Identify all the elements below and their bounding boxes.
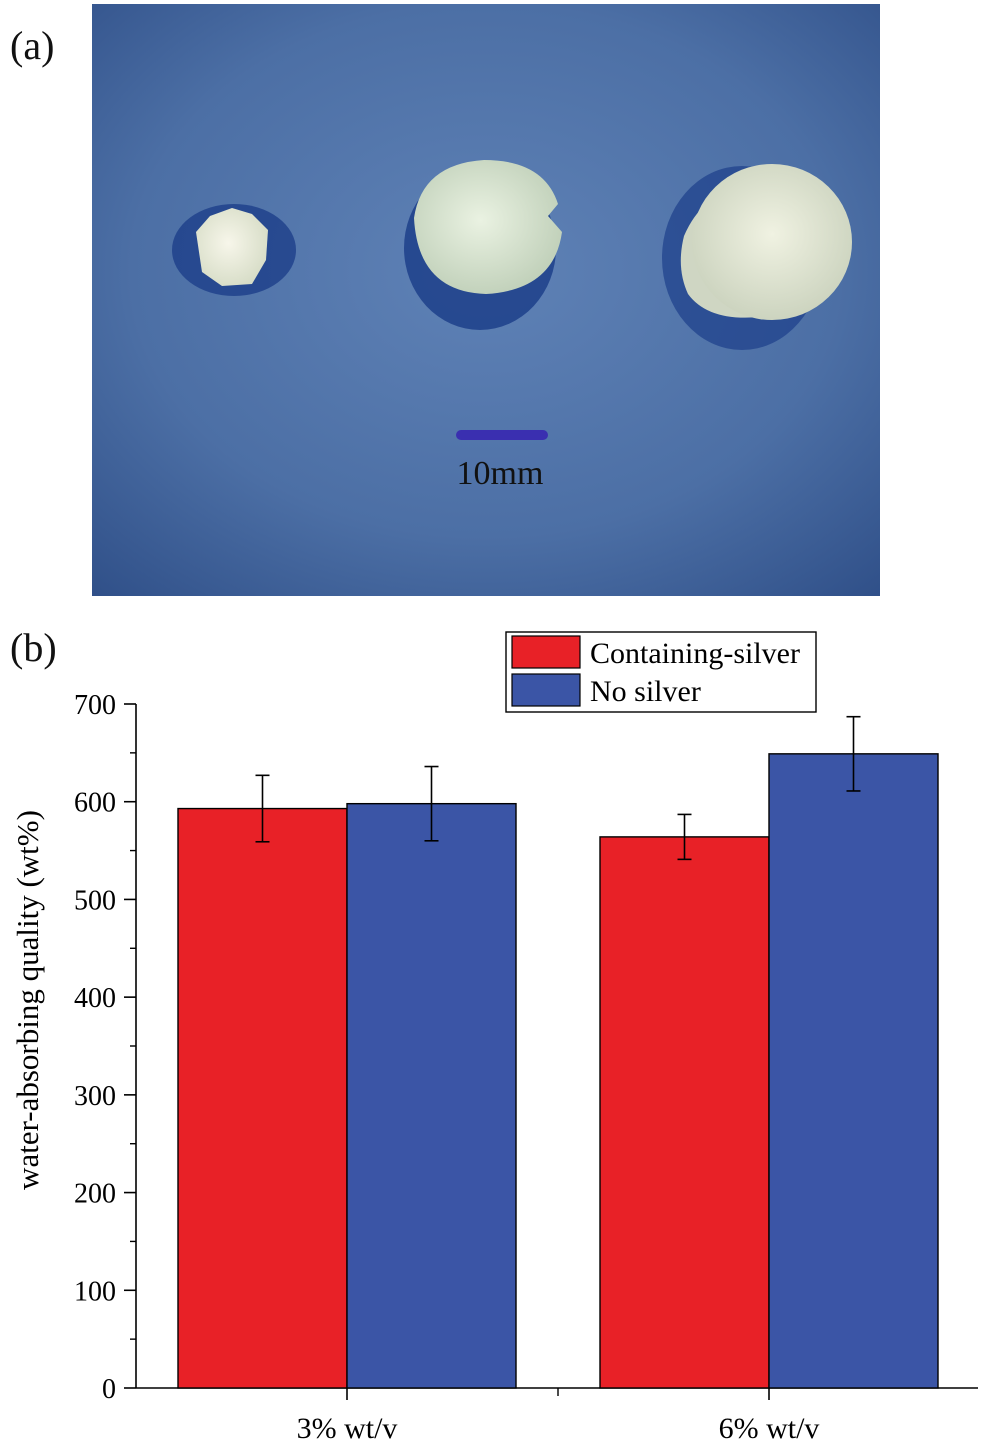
sample-large: [662, 164, 852, 350]
legend-label-no-silver: No silver: [590, 675, 701, 708]
legend-swatch-no-silver: [511, 673, 581, 707]
chart-legend: Containing-silver No silver: [505, 631, 817, 713]
y-tick-label: 600: [74, 788, 116, 819]
bar-no-silver-1: [346, 802, 517, 1389]
y-tick-label: 0: [102, 1374, 116, 1405]
chart-bars: [177, 715, 939, 1389]
scale-bar-label: 10mm: [457, 455, 544, 492]
y-tick-label: 100: [74, 1276, 116, 1307]
x-tick-label: 6% wt/v: [719, 1412, 820, 1445]
sample-medium: [404, 160, 562, 330]
panel-a-label: (a): [10, 23, 55, 68]
y-tick-label: 200: [74, 1179, 116, 1210]
y-tick-label: 700: [74, 690, 116, 721]
sample-small: [172, 204, 296, 296]
scale-bar: [456, 430, 548, 440]
y-axis-label: water-absorbing quality (wt%): [10, 810, 45, 1190]
y-tick-label: 300: [74, 1081, 116, 1112]
bar-containing-silver-2: [599, 836, 770, 1389]
y-tick-label: 400: [74, 983, 116, 1014]
x-tick-label: 3% wt/v: [297, 1412, 398, 1445]
sample-photo: 10mm: [92, 4, 880, 596]
y-tick-label: 500: [74, 885, 116, 916]
panel-b-label: (b): [10, 625, 57, 670]
bar-no-silver-2: [768, 753, 939, 1389]
legend-swatch-containing-silver: [511, 635, 581, 669]
chart-axes: 0 100 200 300 400 500 600 700 3% wt/v 6% wt/v: [74, 690, 978, 1445]
bar-chart: 0 100 200 300 400 500 600 700 3% wt/v 6% wt/v Con…: [10, 631, 978, 1445]
legend-label-containing-silver: Containing-silver: [590, 637, 800, 670]
bar-containing-silver-1: [177, 807, 348, 1389]
